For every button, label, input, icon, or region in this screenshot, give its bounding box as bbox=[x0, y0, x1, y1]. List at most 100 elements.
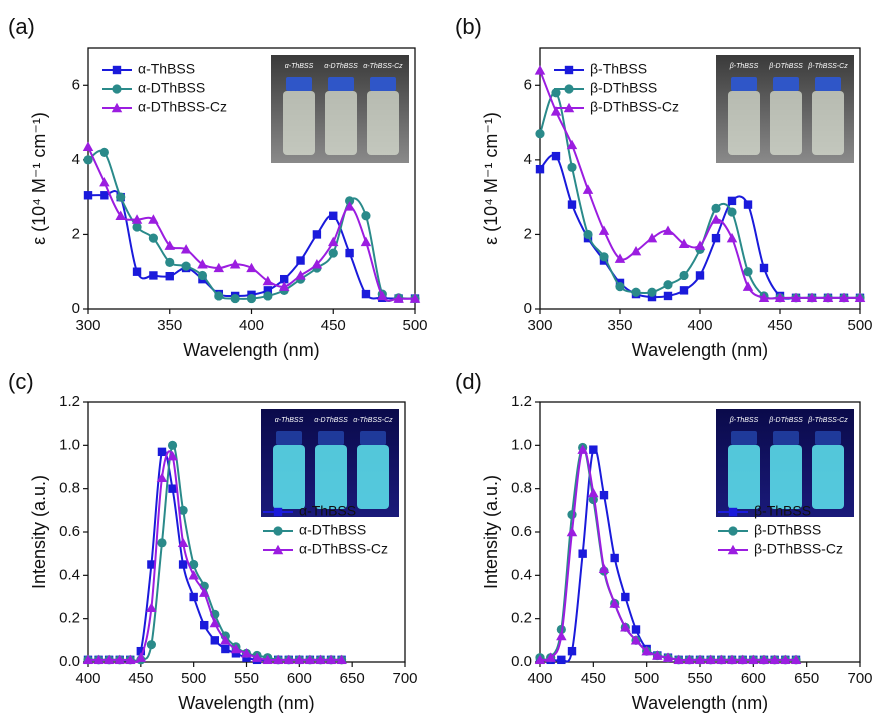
marker bbox=[231, 649, 241, 658]
marker bbox=[189, 559, 199, 570]
marker bbox=[148, 233, 158, 243]
marker bbox=[345, 248, 354, 258]
marker bbox=[361, 289, 371, 299]
marker bbox=[82, 654, 94, 665]
y-tick-label: 0.0 bbox=[511, 653, 532, 670]
marker bbox=[728, 526, 738, 536]
legend-label: β-DThBSS-Cz bbox=[590, 99, 679, 115]
marker bbox=[82, 141, 94, 152]
marker bbox=[550, 106, 562, 116]
x-tick-label: 450 bbox=[581, 670, 606, 687]
inset-label: α-ThBSS-Cz bbox=[353, 417, 393, 424]
marker bbox=[578, 549, 587, 558]
marker bbox=[114, 654, 125, 665]
y-tick-label: 4 bbox=[72, 151, 80, 168]
x-tick-label: 400 bbox=[239, 317, 264, 334]
marker bbox=[577, 444, 588, 454]
marker bbox=[213, 262, 225, 273]
y-tick-label: 6 bbox=[72, 76, 80, 93]
vial-cap bbox=[318, 431, 344, 445]
y-axis-label: ε (10⁴ M⁻¹ cm⁻¹) bbox=[481, 112, 501, 245]
marker bbox=[148, 214, 159, 224]
marker bbox=[156, 472, 168, 483]
marker bbox=[742, 281, 754, 291]
y-tick-label: 0.4 bbox=[59, 566, 80, 583]
marker bbox=[83, 191, 93, 200]
x-tick-label: 400 bbox=[687, 317, 712, 334]
marker bbox=[294, 654, 305, 665]
marker bbox=[93, 654, 104, 665]
y-tick-label: 0.2 bbox=[511, 610, 532, 627]
marker bbox=[631, 287, 641, 297]
marker bbox=[167, 440, 178, 450]
y-tick-label: 0.8 bbox=[59, 480, 80, 497]
marker bbox=[567, 200, 577, 209]
marker bbox=[115, 210, 126, 220]
marker bbox=[131, 214, 143, 224]
panel: (d) β-ThBSS β-DThBSS β-ThBSS-Cz 400 450 500 550… bbox=[455, 369, 873, 713]
marker bbox=[694, 654, 706, 665]
x-tick-label: 500 bbox=[181, 670, 206, 687]
legend-label: α-DThBSS-Cz bbox=[138, 99, 227, 115]
marker bbox=[336, 654, 347, 665]
marker bbox=[535, 164, 545, 174]
marker bbox=[759, 263, 769, 273]
marker bbox=[620, 622, 631, 632]
x-tick-label: 700 bbox=[847, 670, 872, 687]
y-tick-label: 0.8 bbox=[511, 480, 532, 497]
marker bbox=[567, 646, 577, 656]
y-axis-label: ε (10⁴ M⁻¹ cm⁻¹) bbox=[29, 112, 49, 245]
y-tick-label: 1.2 bbox=[511, 393, 532, 410]
marker bbox=[695, 271, 705, 280]
inset-label: β-DThBSS bbox=[768, 63, 803, 70]
x-axis-label: Wavelength (nm) bbox=[183, 340, 319, 360]
marker bbox=[304, 654, 316, 665]
vial bbox=[770, 445, 802, 509]
marker bbox=[230, 643, 242, 654]
x-tick-label: 450 bbox=[128, 670, 153, 687]
marker bbox=[329, 211, 338, 220]
marker bbox=[838, 292, 850, 303]
vial-cap bbox=[276, 431, 302, 445]
inset-label: α-ThBSS bbox=[285, 63, 314, 70]
inset-label: α-DThBSS bbox=[314, 417, 348, 424]
marker bbox=[280, 274, 289, 284]
marker bbox=[589, 445, 598, 454]
marker bbox=[246, 293, 257, 304]
marker bbox=[662, 652, 674, 662]
vial bbox=[812, 445, 844, 509]
marker bbox=[377, 290, 388, 301]
marker bbox=[646, 232, 658, 243]
inset-label: β-ThBSS-Cz bbox=[807, 63, 848, 70]
x-axis-label: Wavelength (nm) bbox=[632, 340, 768, 360]
marker bbox=[614, 253, 626, 263]
marker bbox=[214, 291, 224, 301]
marker bbox=[780, 654, 791, 665]
marker bbox=[743, 200, 753, 209]
vial-cap bbox=[815, 77, 841, 91]
marker bbox=[251, 652, 263, 662]
marker bbox=[178, 505, 188, 515]
marker bbox=[727, 196, 737, 206]
marker bbox=[641, 645, 652, 656]
marker bbox=[610, 553, 619, 563]
marker bbox=[325, 654, 337, 665]
y-axis-label: Intensity (a.u.) bbox=[481, 475, 501, 589]
marker bbox=[112, 84, 122, 94]
marker bbox=[100, 191, 109, 200]
marker bbox=[598, 563, 610, 574]
marker bbox=[200, 620, 209, 630]
marker bbox=[551, 151, 561, 161]
marker bbox=[662, 225, 674, 235]
panel-label: (a) bbox=[8, 14, 35, 39]
vial-cap bbox=[370, 77, 396, 91]
panel-label: (d) bbox=[455, 369, 482, 394]
marker bbox=[774, 292, 786, 303]
marker bbox=[189, 592, 198, 602]
x-tick-label: 500 bbox=[402, 317, 427, 334]
marker bbox=[83, 155, 93, 165]
marker bbox=[132, 267, 142, 276]
y-tick-label: 2 bbox=[524, 225, 532, 242]
vial bbox=[367, 91, 399, 155]
